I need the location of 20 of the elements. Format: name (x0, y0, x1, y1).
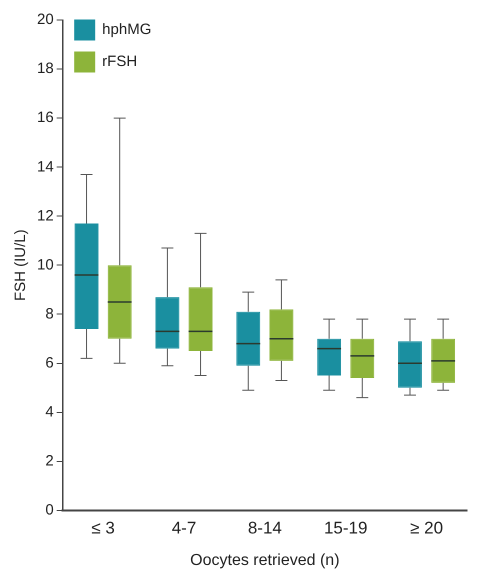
x-tick-label: 15-19 (324, 518, 368, 538)
y-tick-label: 16 (36, 109, 54, 126)
y-tick-label: 4 (45, 403, 54, 420)
y-tick-label: 10 (36, 256, 54, 274)
x-axis-title: Oocytes retrieved (n) (190, 552, 340, 569)
y-tick-label: 8 (45, 305, 54, 322)
y-tick-label: 2 (45, 452, 54, 470)
y-tick-label: 0 (45, 502, 54, 519)
legend-label: hphMG (102, 21, 152, 38)
x-tick-label: 4-7 (172, 518, 196, 538)
x-tick-label: 8-14 (248, 518, 282, 538)
y-tick-label: 12 (36, 207, 54, 224)
y-tick-label: 14 (36, 158, 54, 176)
x-tick-label: ≥ 20 (410, 518, 444, 538)
y-tick-label: 18 (36, 60, 54, 78)
legend-label: rFSH (102, 53, 138, 70)
y-tick-label: 20 (36, 11, 54, 28)
x-tick-label: ≤ 3 (91, 518, 115, 538)
y-tick-label: 6 (45, 354, 54, 372)
y-axis-title: FSH (IU/L) (12, 229, 30, 302)
